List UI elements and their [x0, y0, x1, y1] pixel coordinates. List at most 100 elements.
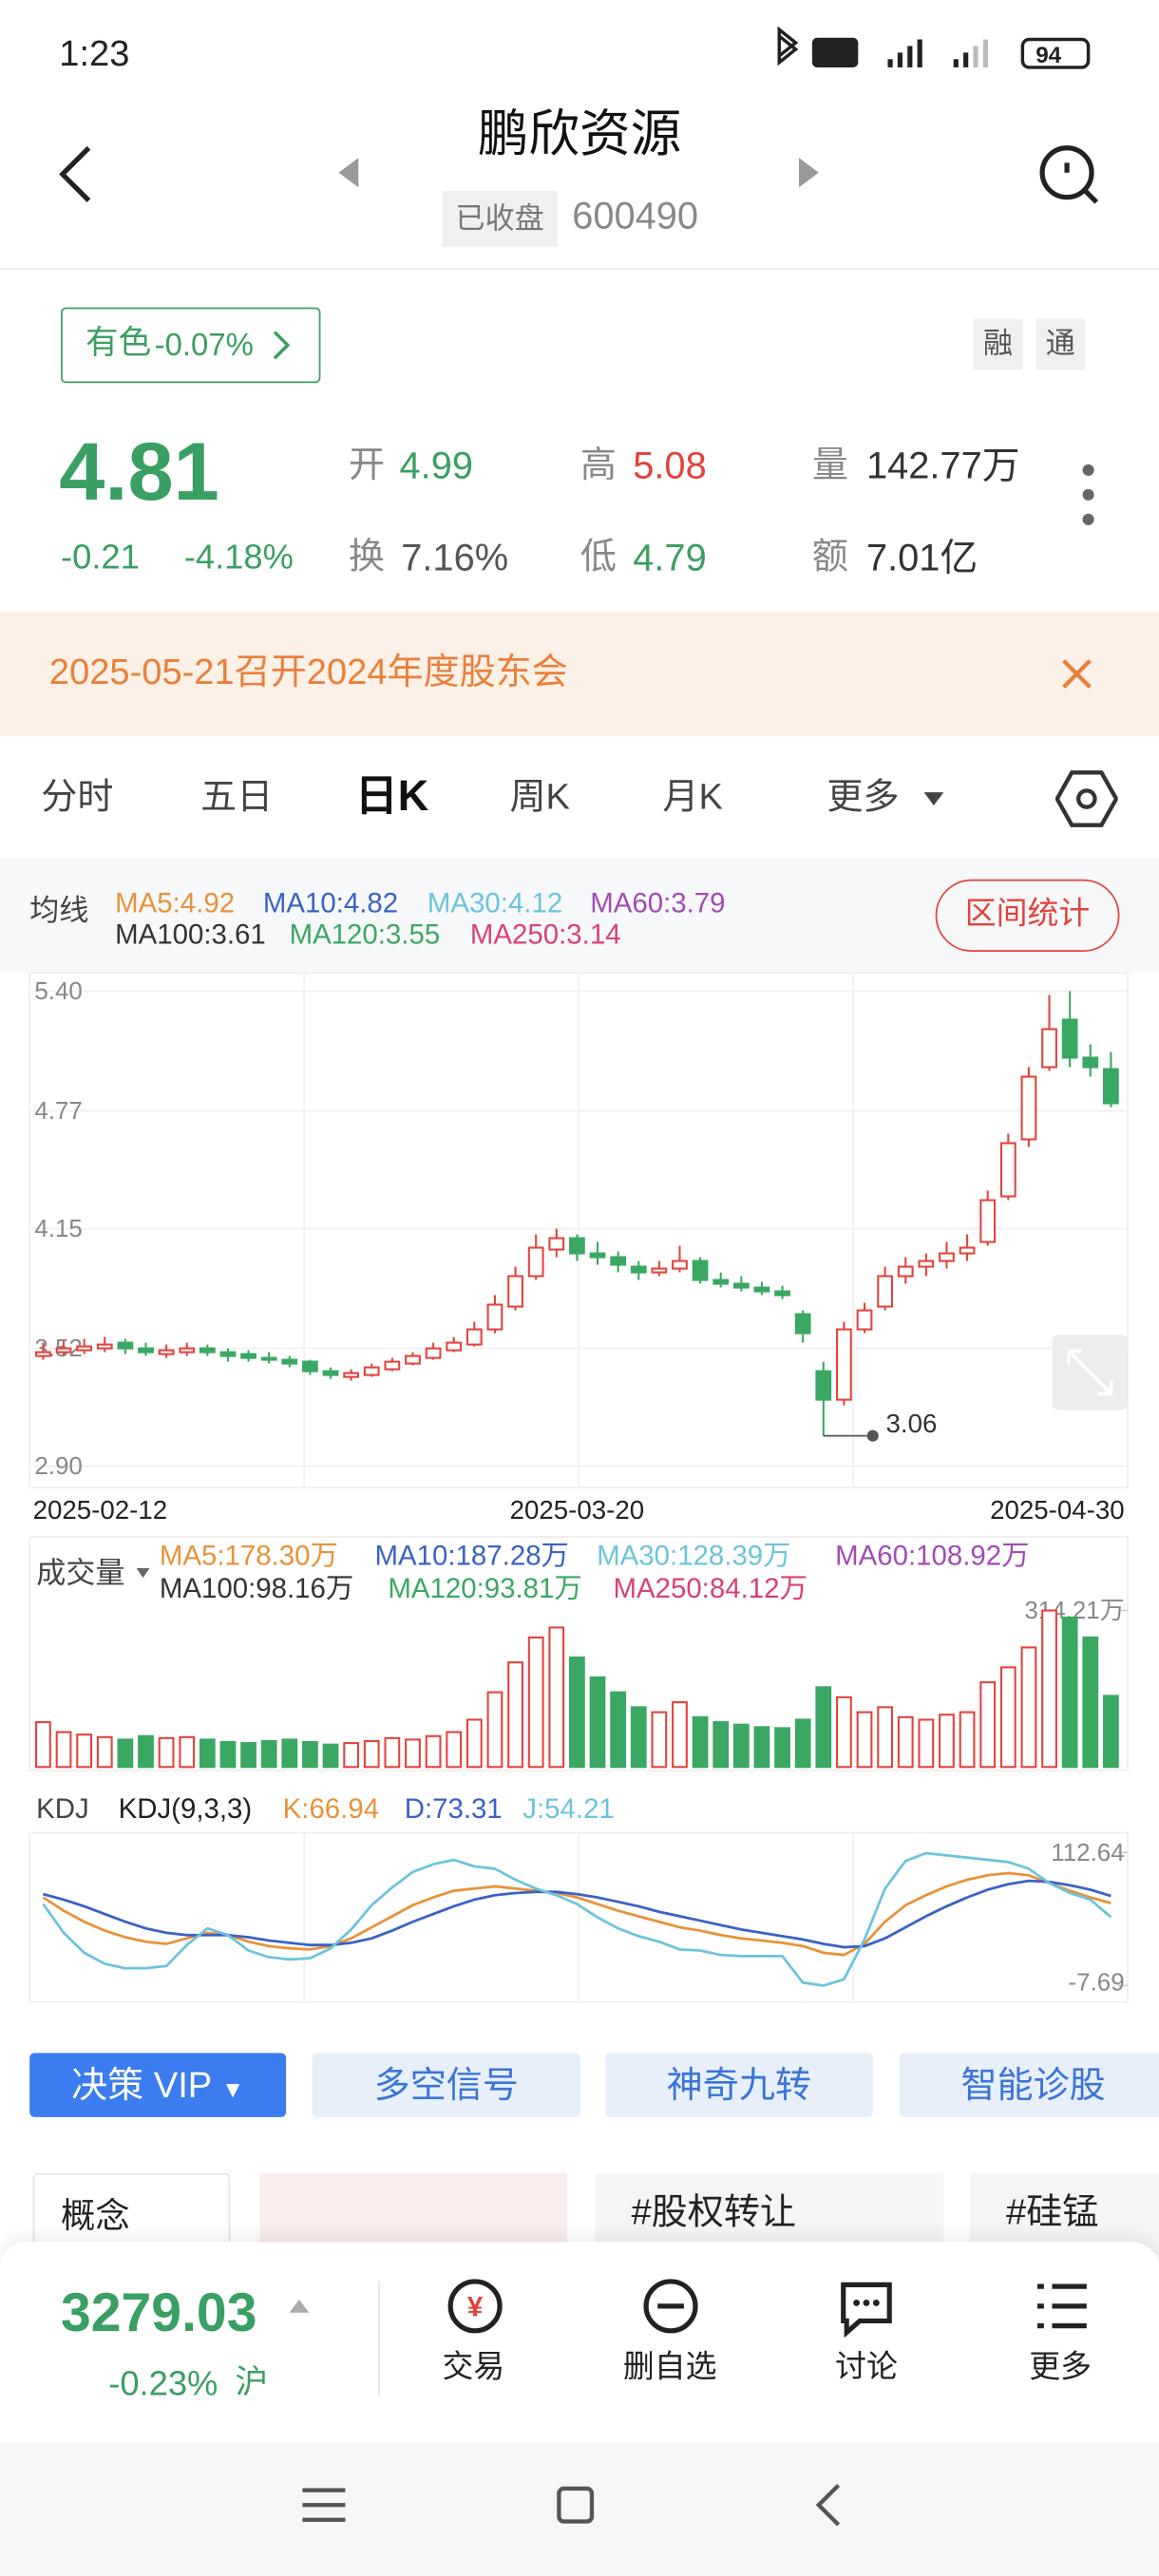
connect-badge: 通 — [1036, 318, 1086, 370]
candle-body — [1041, 1028, 1057, 1069]
battery-level: 94 — [1036, 41, 1062, 67]
tool-button[interactable]: 多空信号 — [312, 2053, 580, 2117]
sector-change: -0.07% — [154, 329, 254, 364]
candle-body — [35, 1351, 51, 1357]
candle-body — [507, 1275, 523, 1308]
candle-body — [999, 1142, 1016, 1198]
period-tab[interactable]: 周K — [509, 775, 570, 818]
y-tick-label: -7.69 — [1069, 1970, 1125, 1997]
period-tab[interactable]: 分时 — [41, 775, 114, 818]
legend-bg — [0, 858, 1159, 974]
volume-bar — [569, 1656, 585, 1769]
expand-icon — [1067, 1349, 1113, 1396]
field-label: 开 — [348, 444, 385, 485]
candle-body — [959, 1246, 976, 1255]
candle-body — [589, 1252, 606, 1259]
candle-body — [651, 1267, 668, 1274]
volume-bar — [856, 1711, 873, 1769]
banner-close[interactable] — [1060, 657, 1093, 691]
ma-item: MA10:4.82 — [262, 887, 399, 919]
volume-bar — [446, 1731, 463, 1769]
candle-body — [794, 1313, 811, 1335]
field-label: 量 — [811, 444, 848, 485]
volume-bar — [836, 1695, 852, 1769]
nav-buttons[interactable] — [295, 2482, 887, 2531]
period-tab[interactable]: 月K — [662, 775, 723, 818]
period-tab[interactable]: 日K — [354, 770, 429, 821]
tag[interactable]: 概念 — [61, 2197, 130, 2236]
banner-text[interactable]: 2025-05-21召开2024年度股东会 — [48, 651, 568, 692]
candle-body — [219, 1351, 237, 1357]
nav-bar — [0, 2442, 1159, 2576]
volume-label: 成交量 — [36, 1556, 125, 1590]
y-tick-label: 5.40 — [34, 978, 82, 1005]
svg-text:¥: ¥ — [467, 2291, 484, 2322]
ma-item: MA5:4.92 — [115, 887, 236, 919]
field-label: 高 — [580, 444, 617, 485]
next-stock[interactable] — [796, 155, 823, 191]
market-status: 已收盘 — [442, 190, 558, 247]
volume-bar — [939, 1714, 955, 1769]
footer-action[interactable]: 交易 — [442, 2350, 505, 2385]
tool-button[interactable]: 智能诊股 — [899, 2053, 1159, 2117]
footer-action[interactable]: 删自选 — [622, 2350, 717, 2385]
volume-bar — [179, 1735, 196, 1769]
candle-body — [363, 1366, 380, 1376]
candle-body — [753, 1286, 770, 1293]
tool-button[interactable]: 决策 VIP ▼ — [29, 2053, 287, 2117]
footer-action[interactable]: 讨论 — [835, 2350, 898, 2385]
x-tick-label: 2025-02-12 — [33, 1495, 168, 1525]
back-button[interactable] — [49, 142, 99, 207]
volume-bar — [486, 1691, 504, 1769]
kdj-label: KDJ — [36, 1792, 89, 1825]
ma-label: 均线 — [29, 894, 89, 927]
status-icons — [777, 26, 1091, 69]
tool-button[interactable]: 神奇九转 — [604, 2053, 873, 2117]
candle-body — [527, 1246, 544, 1278]
range-stats-button[interactable]: 区间统计 — [935, 879, 1120, 952]
y-tick-label: 4.77 — [34, 1098, 82, 1125]
candle-body — [343, 1372, 360, 1378]
sector-button[interactable] — [61, 307, 321, 384]
prev-stock[interactable] — [335, 155, 362, 191]
more-menu[interactable] — [1075, 464, 1102, 529]
candle-body — [302, 1360, 318, 1373]
stock-code: 600490 — [572, 194, 699, 237]
candle-body — [138, 1347, 154, 1354]
vol-ma-item: MA10:187.28万 — [374, 1540, 569, 1572]
candle-body — [158, 1349, 175, 1355]
candle-body — [1082, 1056, 1099, 1069]
candle-body — [1020, 1075, 1037, 1141]
period-tab[interactable]: 更多 — [826, 775, 900, 818]
volume-bar — [815, 1686, 832, 1769]
kdj-line — [42, 1871, 1112, 1957]
kdj-item: D:73.31 — [404, 1792, 503, 1825]
volume-bar — [527, 1636, 544, 1769]
search-button[interactable] — [1036, 142, 1101, 207]
candle-body — [405, 1354, 421, 1365]
index-value[interactable]: 3279.03 — [61, 2281, 257, 2342]
volume-bar — [425, 1734, 442, 1769]
candle-body — [979, 1199, 997, 1243]
candle-body — [610, 1256, 627, 1266]
footer-action[interactable]: 更多 — [1029, 2350, 1092, 2385]
settings-button[interactable] — [1054, 767, 1118, 830]
ma-item: MA60:3.79 — [590, 887, 726, 919]
candle-body — [774, 1290, 790, 1297]
volume-bar — [548, 1626, 565, 1769]
tag-box — [969, 2172, 1159, 2256]
field-label: 低 — [580, 536, 617, 578]
candle-body — [55, 1347, 72, 1354]
y-tick-label: 2.90 — [34, 1453, 82, 1480]
tag[interactable]: #硅锰 — [1006, 2190, 1099, 2233]
dropdown-arrow — [923, 792, 944, 805]
tag[interactable]: #股权转让 — [631, 2190, 796, 2233]
candle-body — [260, 1356, 277, 1361]
candle-body — [466, 1328, 483, 1346]
volume-bar — [55, 1731, 72, 1769]
volume-frame — [28, 1536, 1129, 1771]
price: 4.81 — [59, 426, 219, 519]
stock-name: 鹏欣资源 — [477, 104, 682, 163]
period-tab[interactable]: 五日 — [200, 775, 274, 818]
